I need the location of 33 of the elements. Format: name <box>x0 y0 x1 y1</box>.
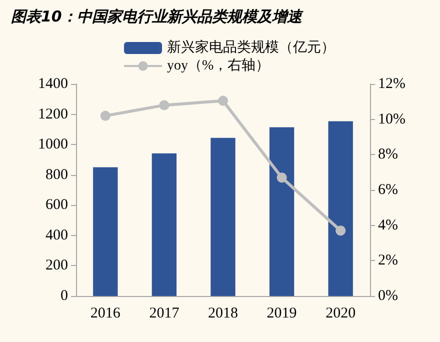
point <box>218 96 228 106</box>
y-tick-label: 1200 <box>38 106 68 122</box>
y2-tick-label: 8% <box>378 146 398 163</box>
chart-title: 图表10：中国家电行业新兴品类规模及增速 <box>11 8 304 26</box>
x-tick-label: 2020 <box>326 306 356 322</box>
y-tick-label: 0 <box>60 288 68 304</box>
point <box>276 172 287 183</box>
bar <box>152 153 177 296</box>
y-tick-label: 800 <box>46 166 68 183</box>
bar <box>328 121 353 296</box>
y2-tick-label: 10% <box>378 111 406 128</box>
y2-tick-label: 6% <box>378 182 398 198</box>
y-tick-label: 200 <box>46 258 68 274</box>
y-tick-label: 400 <box>46 227 68 244</box>
y-tick-label: 1000 <box>38 136 68 153</box>
x-tick-label: 2017 <box>149 306 180 322</box>
y-tick-label: 600 <box>46 197 68 214</box>
y-tick-label: 1400 <box>38 76 68 92</box>
x-tick-label: 2016 <box>90 306 121 322</box>
legend-label: 新兴家电品类规模（亿元） <box>167 40 335 56</box>
point <box>100 110 110 121</box>
x-tick-label: 2018 <box>208 306 238 322</box>
legend-label: yoy（%，右轴） <box>167 58 270 74</box>
y2-tick-label: 0% <box>378 288 398 304</box>
y2-tick-label: 4% <box>378 217 398 234</box>
point <box>336 226 346 236</box>
x-tick-label: 2019 <box>266 306 297 322</box>
bar <box>269 127 294 296</box>
y2-tick-label: 12% <box>378 76 406 92</box>
point <box>159 100 170 110</box>
bar <box>93 167 118 296</box>
y2-tick-label: 2% <box>378 252 398 269</box>
bar <box>210 138 236 296</box>
